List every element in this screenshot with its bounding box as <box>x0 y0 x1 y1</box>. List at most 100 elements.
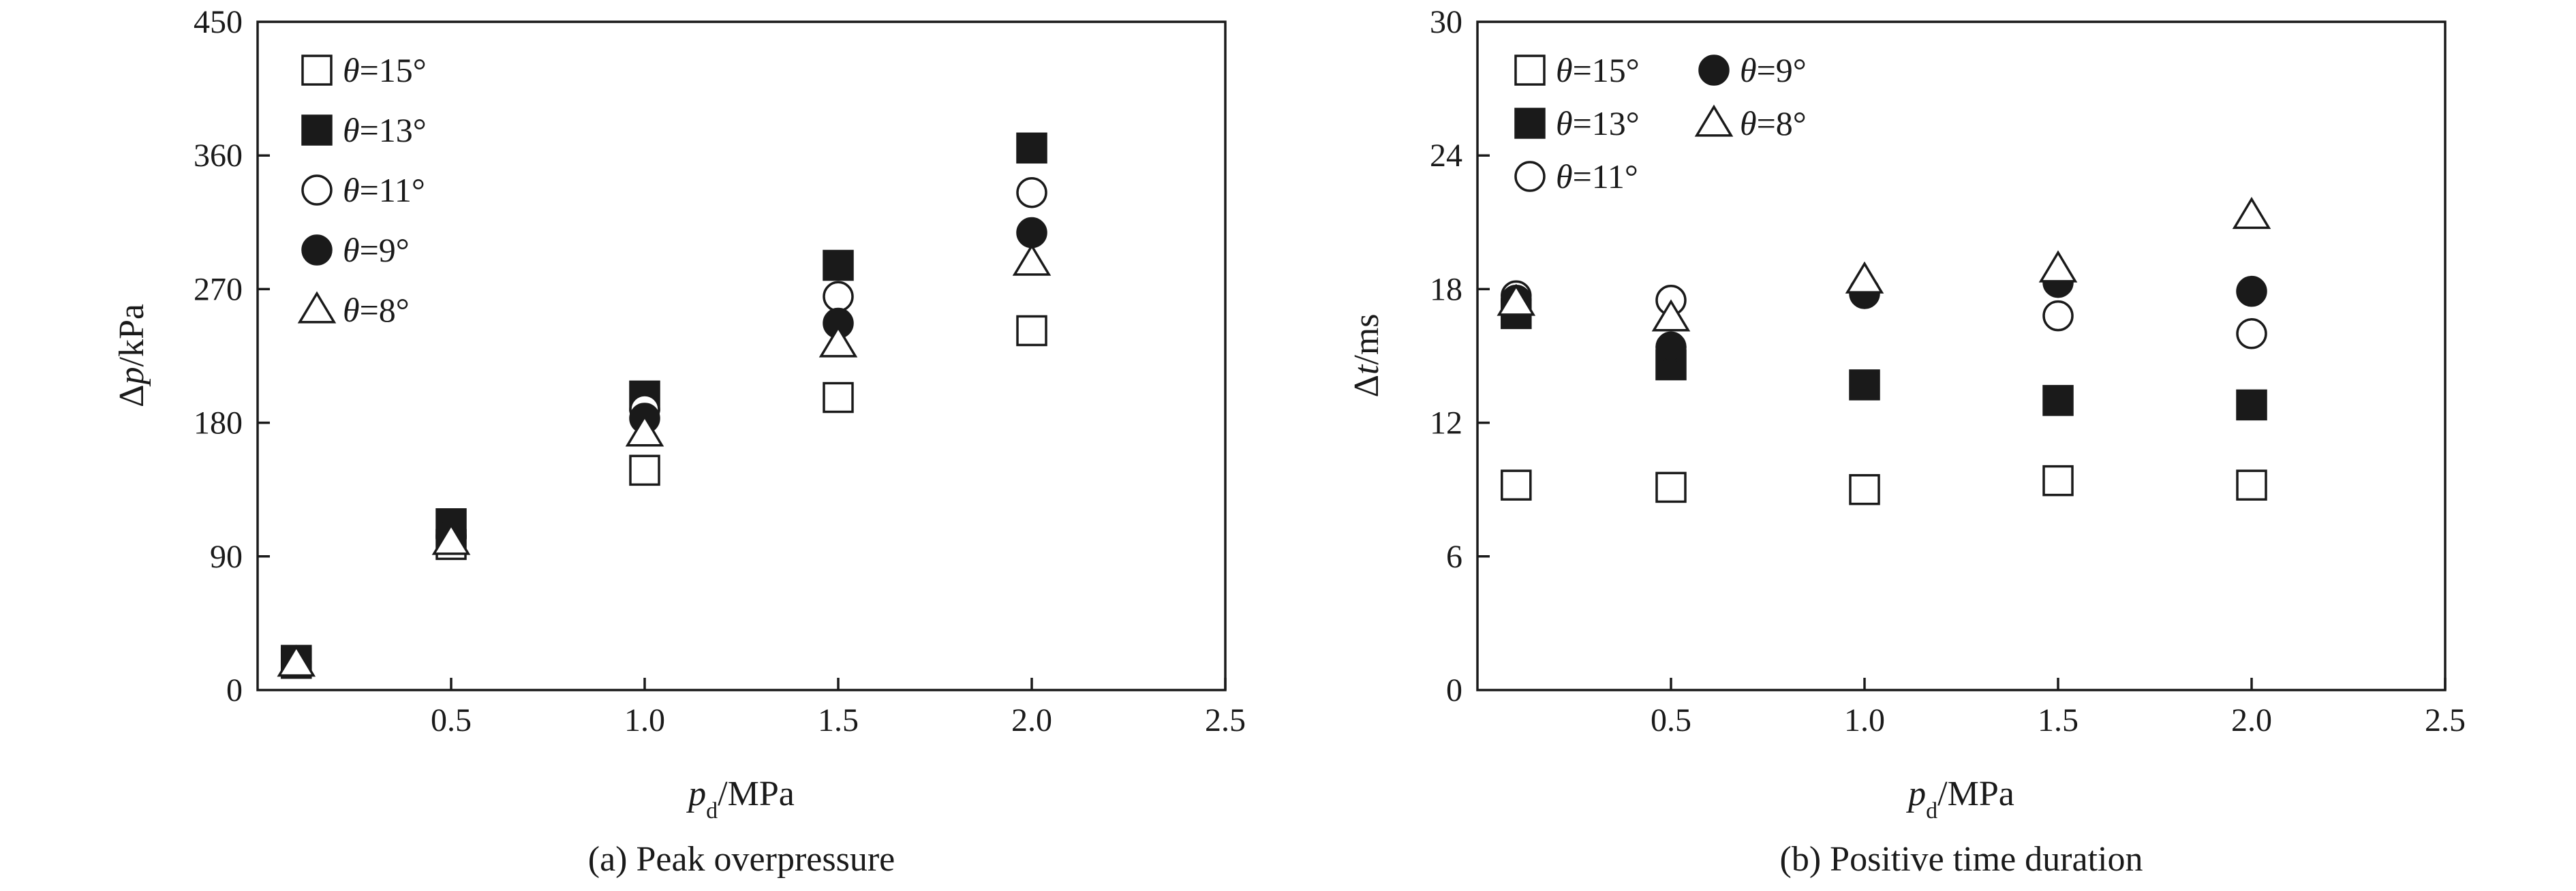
marker-theta-9deg <box>1016 217 1047 249</box>
marker-theta-15deg <box>1501 469 1532 501</box>
x-tick-label: 1.5 <box>818 702 859 738</box>
marker-theta-8deg <box>2232 196 2271 230</box>
x-axis-label: pd/MPa <box>686 775 795 824</box>
marker-theta-8deg <box>431 522 471 555</box>
y-tick-label: 0 <box>1446 672 1462 708</box>
x-tick-label: 2.5 <box>2425 702 2466 738</box>
marker-theta-15deg <box>2236 469 2267 501</box>
data-markers <box>277 132 1052 679</box>
x-tick-label: 0.5 <box>1651 702 1691 738</box>
legend-label: θ=15° <box>343 51 427 89</box>
marker-theta-11deg <box>1016 176 1047 208</box>
marker-theta-15deg <box>1655 471 1687 503</box>
y-tick-label: 450 <box>194 4 243 40</box>
legend-item-theta-15deg: θ=15° <box>301 51 427 89</box>
legend-marker <box>1514 108 1546 139</box>
legend-label: θ=11° <box>343 171 425 209</box>
y-axis-label: Δt/ms <box>1347 313 1386 397</box>
legend-label: θ=9° <box>343 231 410 269</box>
marker-theta-11deg <box>2042 300 2074 332</box>
legend-marker <box>301 174 333 206</box>
marker-theta-8deg <box>2038 250 2078 283</box>
marker-theta-15deg <box>1016 315 1047 347</box>
marker-theta-13deg <box>823 249 854 281</box>
legend: θ=15° θ=13° θ=11° θ=9° θ=8° <box>297 51 427 329</box>
y-tick-label: 12 <box>1430 405 1462 441</box>
legend-label: θ=11° <box>1556 157 1638 196</box>
marker-theta-8deg <box>818 325 858 358</box>
x-tick-labels: 0.5 1.0 1.5 2.0 2.5 <box>431 702 1246 738</box>
x-tick-labels: 0.5 1.0 1.5 2.0 2.5 <box>1651 702 2466 738</box>
y-tick-labels: 0 6 12 18 24 30 <box>1430 4 1462 708</box>
y-tick-label: 90 <box>210 539 243 575</box>
y-tick-label: 270 <box>194 271 243 307</box>
marker-theta-8deg <box>1012 243 1052 276</box>
legend-label: θ=15° <box>1556 51 1640 89</box>
x-tick-label: 2.0 <box>1011 702 1052 738</box>
y-axis-label: Δp/kPa <box>112 304 151 407</box>
y-tick-label: 24 <box>1430 138 1462 174</box>
legend-item-theta-11deg: θ=11° <box>301 171 425 209</box>
legend-item-theta-8deg: θ=8° <box>297 291 410 329</box>
legend-item-theta-13deg: θ=13° <box>1514 104 1640 142</box>
marker-theta-13deg <box>1849 369 1880 401</box>
y-tick-labels: 0 90 180 270 360 450 <box>194 4 243 708</box>
legend-label: θ=9° <box>1740 51 1807 89</box>
marker-theta-8deg <box>1845 261 1884 294</box>
x-tick-label: 1.0 <box>1844 702 1885 738</box>
data-markers <box>1497 196 2271 505</box>
panel-caption: (b) Positive time duration <box>1780 840 2143 879</box>
marker-theta-9deg <box>1655 331 1687 363</box>
legend-label: θ=13° <box>1556 104 1640 142</box>
legend-label: θ=8° <box>1740 104 1807 142</box>
marker-theta-9deg <box>2236 275 2267 307</box>
x-tick-label: 2.5 <box>1205 702 1246 738</box>
plot-frame <box>1476 20 2447 691</box>
marker-theta-13deg <box>2236 389 2267 421</box>
legend-item-theta-9deg: θ=9° <box>1698 51 1807 89</box>
x-axis-label: pd/MPa <box>1905 775 2014 824</box>
marker-theta-8deg <box>1651 299 1691 332</box>
legend-marker <box>1694 104 1734 137</box>
marker-theta-8deg <box>1497 283 1536 316</box>
marker-theta-13deg <box>1016 132 1047 164</box>
marker-theta-11deg <box>823 281 854 313</box>
x-tick-label: 0.5 <box>431 702 472 738</box>
marker-theta-15deg <box>1849 473 1880 505</box>
legend-item-theta-11deg: θ=11° <box>1514 157 1638 196</box>
legend-marker <box>301 234 333 266</box>
legend-item-theta-15deg: θ=15° <box>1514 51 1640 89</box>
legend-label: θ=8° <box>343 291 410 329</box>
legend-marker <box>301 114 333 146</box>
legend: θ=15° θ=13° θ=11° θ=9° θ=8° <box>1514 51 1807 196</box>
y-tick-label: 0 <box>226 672 243 708</box>
x-tick-label: 1.5 <box>2038 702 2079 738</box>
legend-item-theta-9deg: θ=9° <box>301 231 410 269</box>
tick-marks <box>1477 154 2447 690</box>
marker-theta-8deg <box>277 644 316 677</box>
panel-caption: (a) Peak overpressure <box>588 840 895 879</box>
marker-theta-15deg <box>629 454 660 486</box>
marker-theta-15deg <box>823 381 854 413</box>
y-tick-label: 18 <box>1430 271 1462 307</box>
tick-marks <box>258 154 1227 690</box>
legend-item-theta-8deg: θ=8° <box>1694 104 1807 142</box>
legend-marker <box>297 291 337 324</box>
legend-marker <box>1514 161 1546 192</box>
legend-marker <box>301 54 333 86</box>
y-tick-label: 180 <box>194 405 243 441</box>
legend-label: θ=13° <box>343 111 427 149</box>
y-tick-label: 360 <box>194 138 243 174</box>
legend-item-theta-13deg: θ=13° <box>301 111 427 149</box>
marker-theta-13deg <box>2042 385 2074 416</box>
marker-theta-8deg <box>625 414 664 447</box>
plot-frame <box>256 20 1227 691</box>
marker-theta-11deg <box>2236 318 2267 349</box>
legend-marker <box>1698 54 1730 86</box>
y-tick-label: 30 <box>1430 4 1462 40</box>
x-tick-label: 2.0 <box>2231 702 2272 738</box>
y-tick-label: 6 <box>1446 539 1462 575</box>
